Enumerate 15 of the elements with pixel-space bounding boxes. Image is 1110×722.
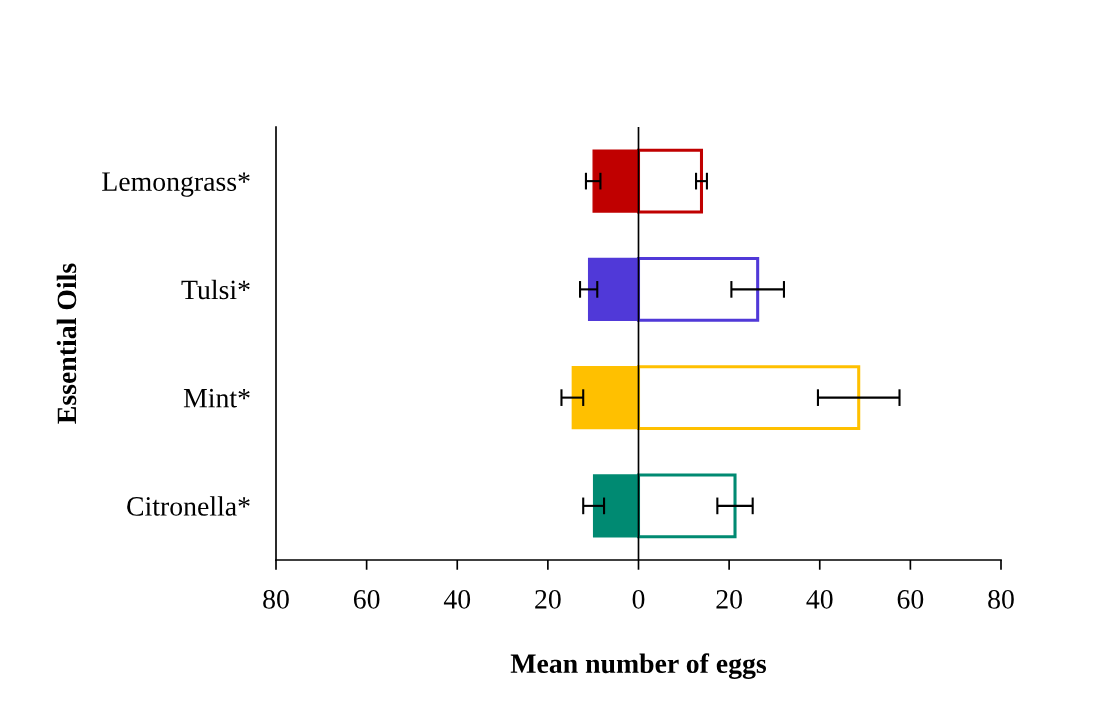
y-tick-label: Tulsi* — [181, 279, 250, 300]
x-tick-label: 20 — [716, 589, 742, 609]
x-axis-title: Mean number of eggs — [510, 653, 767, 679]
y-tick-label: Mint* — [183, 388, 250, 408]
x-tick-label: 80 — [988, 589, 1014, 609]
y-axis-title: Essential Oils — [56, 263, 77, 424]
x-tick-label: 0 — [632, 589, 645, 609]
x-tick-label: 20 — [535, 589, 561, 609]
x-tick-label: 60 — [353, 589, 380, 609]
x-tick-label: 40 — [806, 589, 833, 609]
y-tick-label: Citronella* — [127, 496, 250, 516]
x-tick-label: 60 — [897, 589, 924, 609]
x-tick-label: 80 — [263, 589, 289, 609]
x-tick-label: 40 — [443, 589, 471, 609]
y-tick-label: Lemongrass* — [102, 172, 250, 197]
